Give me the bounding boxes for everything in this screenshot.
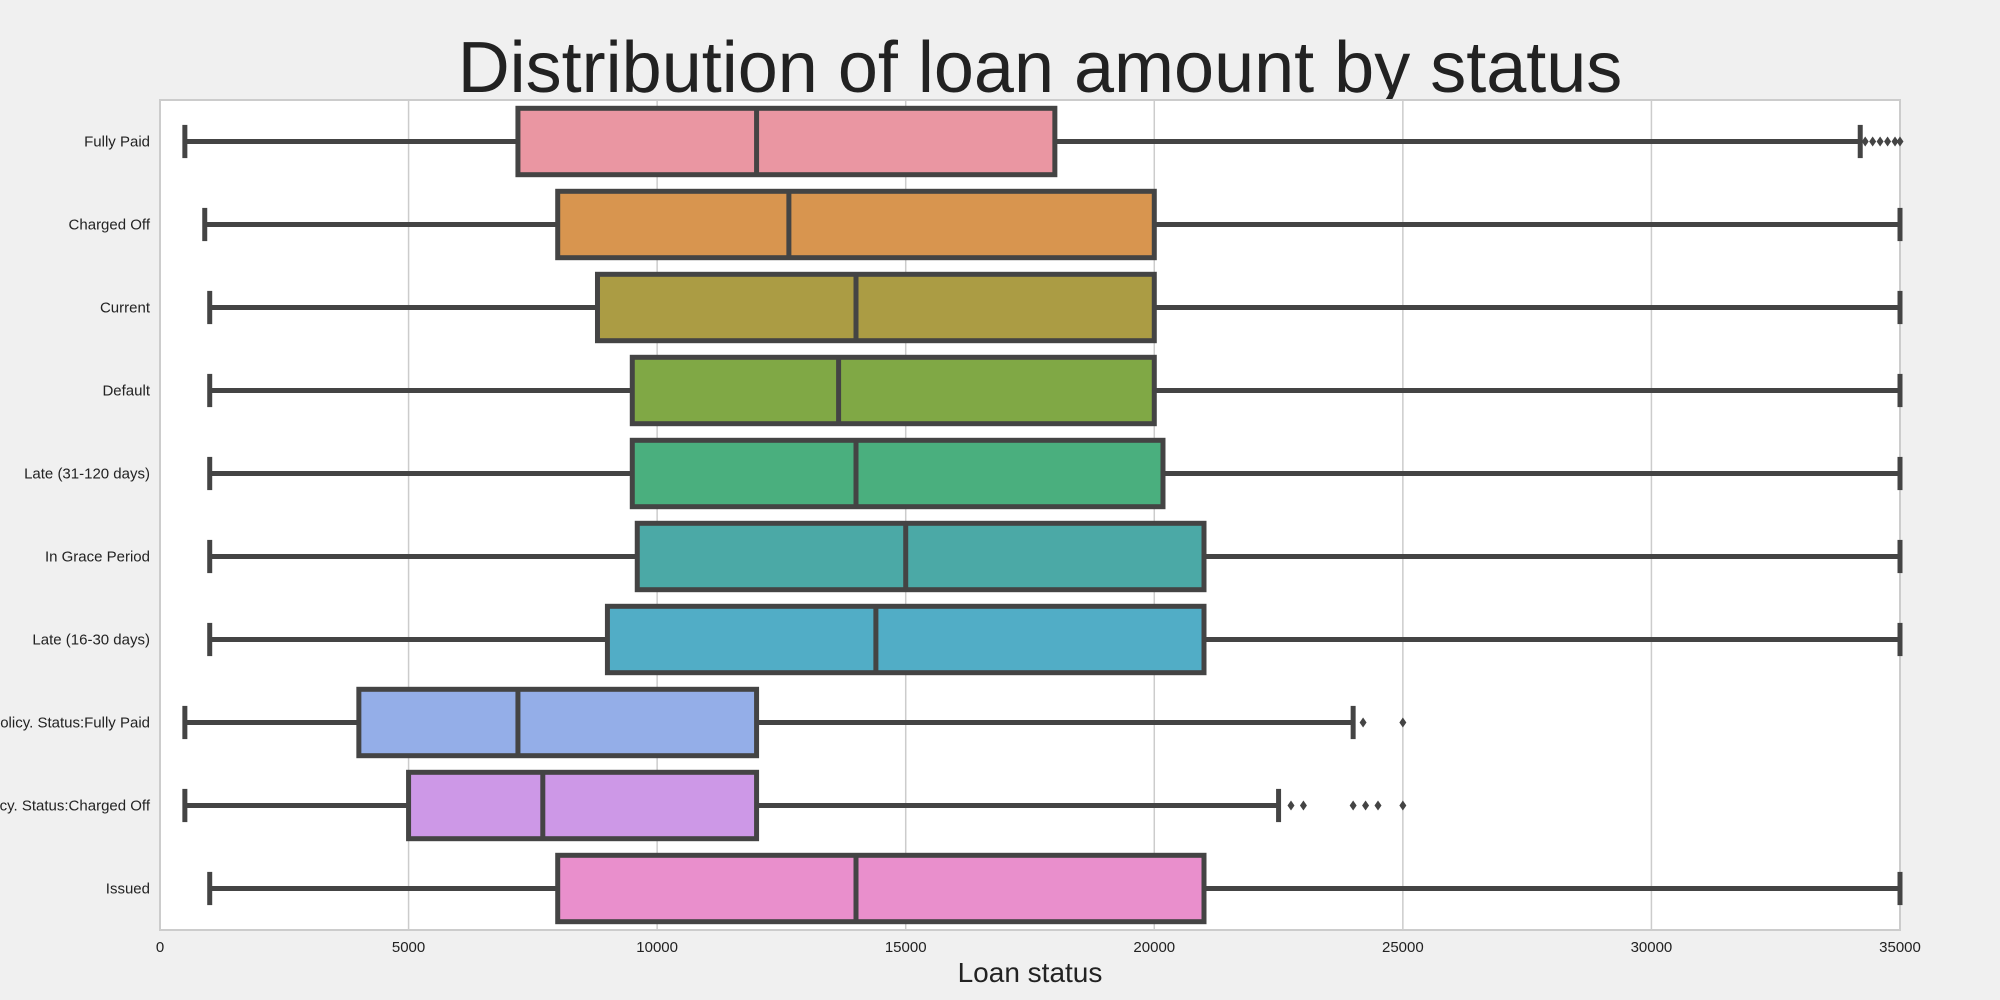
outlier-point xyxy=(1399,800,1407,811)
iqr-box xyxy=(629,437,1166,510)
outlier-point xyxy=(1374,800,1382,811)
iqr-box xyxy=(406,769,760,842)
outlier-point xyxy=(1299,800,1307,811)
outlier-point xyxy=(1287,800,1295,811)
category-labels: Fully Paid Charged Off Current Default Late … xyxy=(0,134,151,898)
x-tick-label: 20000 xyxy=(1133,939,1175,956)
x-tick-label: 30000 xyxy=(1631,939,1673,956)
box-5 xyxy=(207,520,1903,593)
category-label: Fully Paid xyxy=(84,134,150,151)
iqr-box xyxy=(515,105,1058,178)
x-tick-label: 0 xyxy=(156,939,164,956)
category-label: Does not meet the credit policy. Status:… xyxy=(0,715,150,732)
iqr-box xyxy=(629,354,1157,427)
box-7 xyxy=(182,686,1407,759)
outlier-point xyxy=(1869,136,1877,147)
iqr-box xyxy=(555,188,1157,261)
outlier-point xyxy=(1891,136,1899,147)
category-label: Does not meet the credit policy. Status:… xyxy=(0,798,151,815)
outlier-point xyxy=(1349,800,1357,811)
outlier-point xyxy=(1359,717,1367,728)
x-tick-labels: 0 5000 10000 15000 20000 25000 30000 35000 xyxy=(156,939,1921,956)
box-2 xyxy=(207,271,1903,344)
x-axis-label: Loan status xyxy=(958,957,1103,988)
x-tick-label: 15000 xyxy=(885,939,927,956)
box-1 xyxy=(202,188,1903,261)
iqr-box xyxy=(634,520,1207,593)
box-3 xyxy=(207,354,1903,427)
category-label: Late (16-30 days) xyxy=(32,632,150,649)
category-label: Late (31-120 days) xyxy=(24,466,150,483)
iqr-box xyxy=(594,271,1157,344)
iqr-box xyxy=(356,686,760,759)
boxes xyxy=(182,105,1904,925)
box-0 xyxy=(182,105,1904,178)
category-label: In Grace Period xyxy=(45,549,150,566)
iqr-box xyxy=(604,603,1207,676)
outlier-point xyxy=(1861,136,1869,147)
chart-title: Distribution of loan amount by status xyxy=(458,28,1623,108)
category-label: Issued xyxy=(106,881,150,898)
category-label: Current xyxy=(100,300,151,317)
category-label: Default xyxy=(102,383,150,400)
x-tick-label: 25000 xyxy=(1382,939,1424,956)
x-tick-label: 35000 xyxy=(1879,939,1921,956)
outlier-point xyxy=(1399,717,1407,728)
outlier-point xyxy=(1884,136,1892,147)
x-tick-label: 10000 xyxy=(636,939,678,956)
box-9 xyxy=(207,852,1903,925)
outlier-point xyxy=(1362,800,1370,811)
x-tick-label: 5000 xyxy=(392,939,425,956)
box-6 xyxy=(207,603,1903,676)
category-label: Charged Off xyxy=(69,217,151,234)
box-8 xyxy=(182,769,1407,842)
outlier-point xyxy=(1896,136,1904,147)
iqr-box xyxy=(555,852,1207,925)
outlier-point xyxy=(1876,136,1884,147)
box-4 xyxy=(207,437,1903,510)
